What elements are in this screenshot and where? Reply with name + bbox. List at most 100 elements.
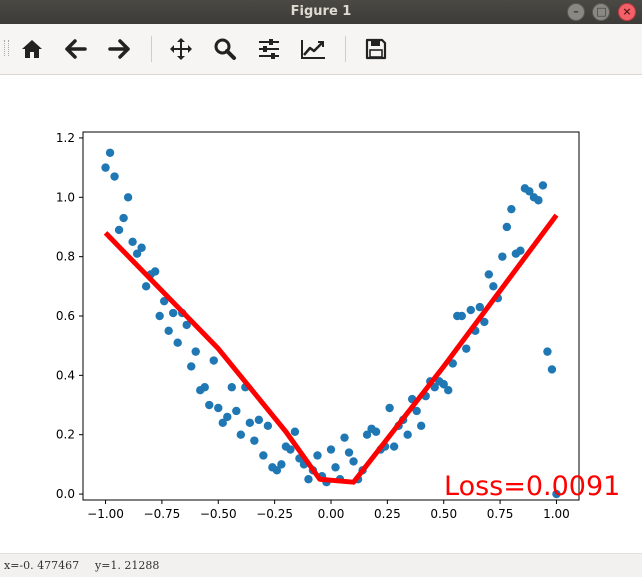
scatter-point xyxy=(236,430,246,439)
x-coordinate-readout: x=-0. 477467 xyxy=(4,559,80,572)
scatter-point xyxy=(259,451,268,460)
x-tick-label: −0.75 xyxy=(144,507,181,521)
x-tick-label: 0.50 xyxy=(430,507,457,521)
forward-arrow-icon xyxy=(108,39,130,59)
scatter-point xyxy=(164,326,173,336)
scatter-point xyxy=(457,311,466,321)
scatter-point xyxy=(132,249,142,258)
subplots-sliders-icon xyxy=(259,39,279,59)
scatter-point xyxy=(313,451,322,460)
scatter-point xyxy=(159,296,169,306)
scatter-point xyxy=(105,148,115,157)
scatter-point xyxy=(430,383,439,392)
scatter-point xyxy=(466,305,475,315)
scatter-point xyxy=(137,243,146,252)
scatter-point xyxy=(340,433,349,442)
y-coordinate-readout: y=1. 21288 xyxy=(95,559,160,572)
scatter-point xyxy=(187,362,196,371)
subplots-button[interactable] xyxy=(254,34,284,64)
back-arrow-icon xyxy=(65,39,87,59)
scatter-point xyxy=(385,403,394,413)
zoom-button[interactable] xyxy=(210,34,240,64)
toolbar-separator xyxy=(151,36,152,62)
edit-axes-button[interactable] xyxy=(298,34,328,64)
scatter-point xyxy=(223,412,232,422)
edit-axes-curve-icon xyxy=(301,40,325,59)
y-tick-label: 0.4 xyxy=(56,368,75,382)
scatter-point xyxy=(141,282,151,291)
save-button[interactable] xyxy=(361,34,391,64)
scatter-point xyxy=(250,436,259,445)
scatter-point xyxy=(200,383,209,392)
scatter-point xyxy=(254,415,264,425)
scatter-point xyxy=(110,172,119,181)
scatter-point xyxy=(448,359,457,368)
x-tick-label: 0.75 xyxy=(487,507,514,521)
forward-button[interactable] xyxy=(104,34,134,64)
scatter-point xyxy=(344,448,354,457)
navigation-toolbar xyxy=(0,24,642,75)
figure-canvas[interactable]: −1.00 −0.75 −0.50 −0.25 0.00 0.25 0.50 0.75 1.00… xyxy=(0,75,642,553)
scatter-point xyxy=(232,406,241,416)
scatter-point xyxy=(412,406,421,416)
scatter-point xyxy=(205,400,214,410)
scatter-point xyxy=(516,246,525,255)
scatter-point xyxy=(525,187,534,196)
scatter-point xyxy=(214,403,223,413)
scatter-point xyxy=(489,282,498,291)
scatter-point xyxy=(543,347,552,356)
scatter-point xyxy=(218,418,227,428)
scatter-point xyxy=(227,383,236,392)
scatter-point xyxy=(538,181,548,190)
x-tick-label: −0.25 xyxy=(256,507,293,521)
y-tick-label: 1.0 xyxy=(56,190,75,204)
loss-annotation: Loss=0.0091 xyxy=(444,471,620,502)
scatter-point xyxy=(484,270,494,279)
title-bar: Figure 1 – □ × xyxy=(0,0,642,24)
scatter-point xyxy=(439,380,448,389)
pan-move-icon xyxy=(170,38,192,60)
scatter-point xyxy=(245,418,255,428)
scatter-point xyxy=(475,302,484,312)
scatter-point xyxy=(547,365,557,374)
pan-button[interactable] xyxy=(166,34,196,64)
scatter-point xyxy=(326,445,336,454)
scatter-point xyxy=(101,163,110,172)
scatter-point xyxy=(498,252,507,261)
scatter-point xyxy=(534,196,543,205)
x-tick-label: 0.00 xyxy=(318,507,345,521)
scatter-point xyxy=(209,356,218,365)
scatter-point xyxy=(114,225,124,235)
scatter-point xyxy=(552,489,561,499)
scatter-point xyxy=(173,338,182,347)
x-tick-label: −1.00 xyxy=(87,507,124,521)
scatter-point xyxy=(128,237,137,247)
scatter-point xyxy=(349,457,358,466)
scatter-point xyxy=(263,421,273,431)
maximize-button[interactable]: □ xyxy=(592,3,611,21)
save-floppy-icon xyxy=(365,38,387,60)
x-tick-label: −0.50 xyxy=(200,507,237,521)
scatter-point xyxy=(277,460,286,469)
scatter-point xyxy=(304,475,313,484)
minimize-button[interactable]: – xyxy=(566,3,585,21)
x-tick-label: 1.00 xyxy=(543,507,570,521)
scatter-point xyxy=(507,204,516,214)
scatter-point xyxy=(286,445,295,454)
scatter-point xyxy=(362,430,372,439)
scatter-point xyxy=(182,320,191,330)
back-button[interactable] xyxy=(61,34,91,64)
close-button[interactable]: × xyxy=(618,3,636,21)
scatter-point xyxy=(150,267,160,276)
home-button[interactable] xyxy=(17,34,47,64)
toolbar-grip xyxy=(4,40,9,56)
scatter-point xyxy=(389,442,399,451)
scatter-point xyxy=(119,213,128,223)
scatter-point xyxy=(502,222,512,232)
y-tick-label: 0.6 xyxy=(56,309,75,323)
scatter-point xyxy=(123,193,133,202)
y-tick-label: 0.8 xyxy=(56,250,75,264)
window-controls: – □ × xyxy=(564,3,636,21)
home-icon xyxy=(22,40,42,58)
scatter-point xyxy=(462,344,471,353)
